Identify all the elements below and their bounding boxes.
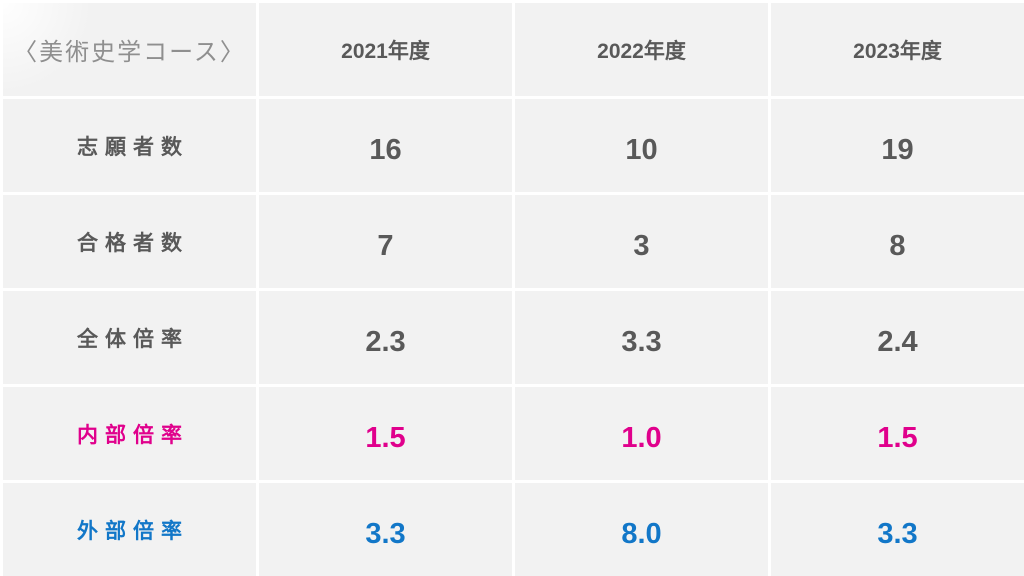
- column-header-label: 2021年度: [341, 39, 430, 63]
- row-label-external-ratio: 外部倍率: [3, 483, 256, 576]
- cell-accepted-2021: 7: [259, 195, 512, 288]
- row-label-accepted: 合格者数: [3, 195, 256, 288]
- column-header-2022: 2022年度: [515, 3, 768, 96]
- column-header-label: 2023年度: [853, 39, 942, 63]
- cell-applicants-2023: 19: [771, 99, 1024, 192]
- cell-external-ratio-2022: 8.0: [515, 483, 768, 576]
- cell-value: 8: [889, 230, 906, 262]
- row-label-text: 全体倍率: [77, 327, 189, 351]
- row-label-text: 外部倍率: [77, 519, 189, 543]
- cell-value: 1.5: [365, 422, 406, 454]
- column-header-2021: 2021年度: [259, 3, 512, 96]
- cell-value: 3.3: [365, 518, 406, 550]
- cell-accepted-2023: 8: [771, 195, 1024, 288]
- cell-value: 16: [369, 134, 402, 166]
- cell-value: 3.3: [877, 518, 918, 550]
- row-label-text: 内部倍率: [77, 423, 189, 447]
- cell-value: 2.4: [877, 326, 918, 358]
- cell-value: 2.3: [365, 326, 406, 358]
- cell-value: 3.3: [621, 326, 662, 358]
- row-label-overall-ratio: 全体倍率: [3, 291, 256, 384]
- cell-overall-ratio-2021: 2.3: [259, 291, 512, 384]
- cell-internal-ratio-2023: 1.5: [771, 387, 1024, 480]
- cell-value: 7: [377, 230, 394, 262]
- cell-value: 1.5: [877, 422, 918, 454]
- cell-value: 3: [633, 230, 650, 262]
- column-header-label: 2022年度: [597, 39, 686, 63]
- table-title-cell: 〈美術史学コース〉: [3, 3, 256, 96]
- cell-overall-ratio-2022: 3.3: [515, 291, 768, 384]
- cell-accepted-2022: 3: [515, 195, 768, 288]
- cell-applicants-2021: 16: [259, 99, 512, 192]
- cell-applicants-2022: 10: [515, 99, 768, 192]
- cell-internal-ratio-2021: 1.5: [259, 387, 512, 480]
- cell-value: 8.0: [621, 518, 662, 550]
- cell-overall-ratio-2023: 2.4: [771, 291, 1024, 384]
- cell-external-ratio-2023: 3.3: [771, 483, 1024, 576]
- cell-internal-ratio-2022: 1.0: [515, 387, 768, 480]
- cell-value: 19: [881, 134, 914, 166]
- row-label-text: 志願者数: [77, 135, 189, 159]
- row-label-applicants: 志願者数: [3, 99, 256, 192]
- column-header-2023: 2023年度: [771, 3, 1024, 96]
- cell-value: 10: [625, 134, 658, 166]
- row-label-internal-ratio: 内部倍率: [3, 387, 256, 480]
- cell-value: 1.0: [621, 422, 662, 454]
- course-title: 〈美術史学コース〉: [13, 39, 246, 66]
- row-label-text: 合格者数: [77, 231, 189, 255]
- cell-external-ratio-2021: 3.3: [259, 483, 512, 576]
